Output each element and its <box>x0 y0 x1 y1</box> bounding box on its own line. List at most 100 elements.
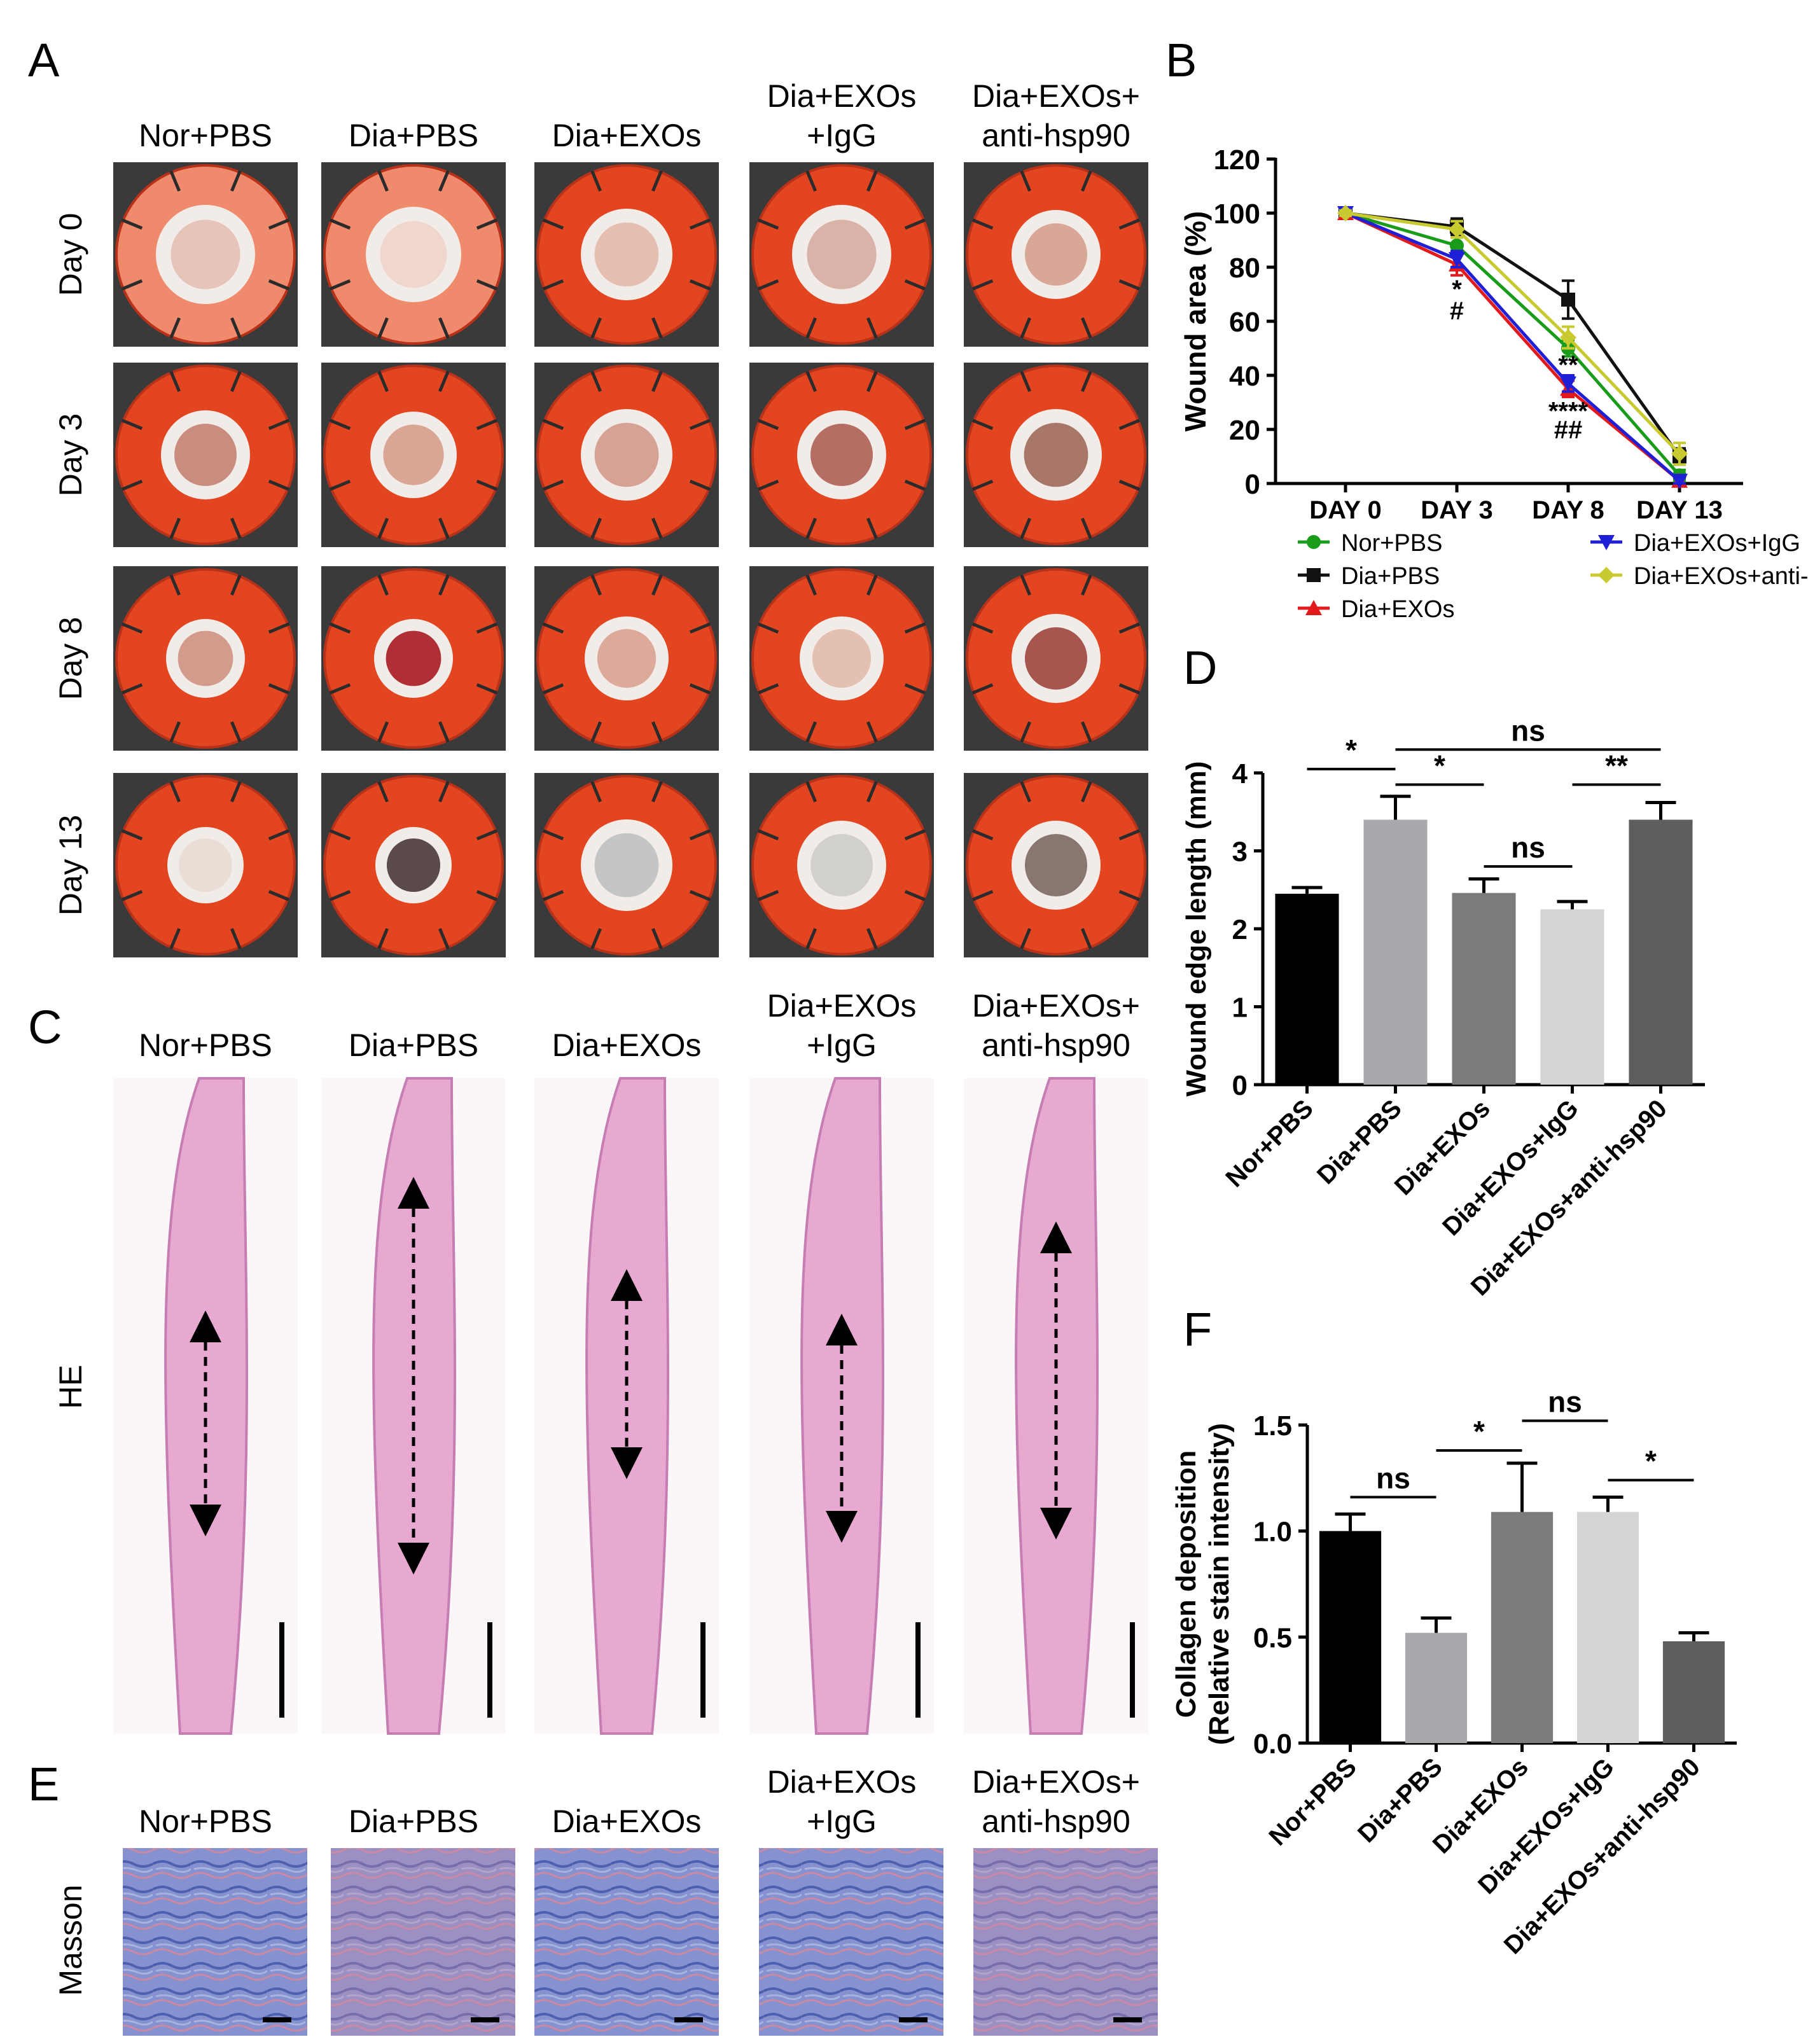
series-line <box>1345 211 1681 482</box>
data-point <box>1307 568 1321 582</box>
suture-stitch <box>651 317 663 339</box>
suture-stitch <box>1118 683 1141 695</box>
series-Dia+EXOs+IgG <box>1337 206 1688 489</box>
bar-Dia+EXOs+IgG <box>1540 909 1604 1085</box>
suture-stitch <box>476 279 498 291</box>
legend-label: Dia+PBS <box>1341 563 1440 590</box>
suture-stitch <box>904 829 926 840</box>
suture-stitch <box>866 721 878 743</box>
suture-stitch <box>971 683 994 695</box>
masson-red-overlay <box>973 1848 1158 2036</box>
suture-stitch <box>1081 170 1092 192</box>
wound-bed <box>1025 627 1087 690</box>
suture-stitch <box>805 574 817 596</box>
suture-stitch <box>689 419 711 430</box>
y-tick-label: 80 <box>1229 253 1260 284</box>
suture-stitch <box>651 721 663 743</box>
suture-stitch <box>1020 370 1031 393</box>
wound-photo-r1-c4 <box>749 162 934 347</box>
suture-stitch <box>904 890 926 901</box>
series-line <box>1345 211 1681 476</box>
series-line <box>1344 211 1681 482</box>
suture-stitch <box>971 829 994 840</box>
suture-stitch <box>971 622 994 634</box>
data-point <box>1337 205 1354 221</box>
suture-stitch <box>590 721 602 743</box>
wound-bed <box>174 424 237 486</box>
masson-section-2 <box>331 1848 515 2036</box>
wound-photo-r2-c1 <box>113 363 298 547</box>
panel-a-col-label-4: Dia+EXOs <box>767 78 917 114</box>
suture-stitch <box>866 170 878 192</box>
panel-a-column-labels: Nor+PBS Dia+PBS Dia+EXOs Dia+EXOs +IgG Dia+EX… <box>139 78 1140 153</box>
wound-bed <box>597 629 657 688</box>
suture-stitch <box>268 683 290 695</box>
bar-Nor+PBS <box>1319 1531 1382 1743</box>
he-tissue-strip <box>585 1077 669 1735</box>
data-point <box>1671 473 1688 489</box>
suture-stitch <box>438 574 450 596</box>
data-point <box>1307 535 1321 549</box>
suture-stitch <box>268 218 290 230</box>
series-line <box>1345 211 1681 455</box>
suture-stitch <box>757 279 779 291</box>
suture-stitch <box>438 317 450 339</box>
suture-stitch <box>377 370 389 393</box>
y-tick-label: 3 <box>1232 837 1248 868</box>
suture-stitch <box>866 317 878 339</box>
y-tick-label: 60 <box>1229 307 1260 338</box>
x-tick-label: DAY 3 <box>1421 496 1492 524</box>
panel-c-column-labels: Nor+PBS Dia+PBS Dia+EXOsDia+EXOs+IgGDia+EX… <box>139 988 1140 1063</box>
suture-stitch <box>476 829 498 840</box>
suture-stitch <box>438 370 450 393</box>
suture-stitch <box>1020 781 1031 803</box>
masson-section-4 <box>759 1848 943 2036</box>
legend-label: Nor+PBS <box>1341 530 1442 557</box>
suture-stitch <box>689 683 711 695</box>
data-point <box>1560 329 1576 346</box>
data-point <box>1449 252 1465 268</box>
wound-photo-r2-c4 <box>749 363 934 547</box>
panel-e-col-label-5: anti-hsp90 <box>982 1804 1130 1839</box>
panel-letter-e: E <box>28 1758 59 1811</box>
wound-bed <box>810 424 873 486</box>
legend-item: Dia+EXOs <box>1298 596 1454 623</box>
suture-stitch <box>377 721 389 743</box>
wound-bed <box>810 834 873 896</box>
suture-stitch <box>476 419 498 430</box>
suture-stitch <box>1081 370 1092 393</box>
panel-a: A Nor+PBS Dia+PBS Dia+EXOs Dia+EXOs +IgG Dia+… <box>28 34 1148 957</box>
suture-stitch <box>542 829 564 840</box>
suture-stitch <box>689 829 711 840</box>
y-tick-label: 20 <box>1229 415 1260 446</box>
legend-item: Dia+PBS <box>1298 563 1440 590</box>
wound-photo-r2-c5 <box>964 363 1148 547</box>
bar-Dia+EXOs+anti-hsp90 <box>1662 1641 1725 1743</box>
suture-stitch <box>268 419 290 430</box>
panel-e-col-label-5: Dia+EXOs+ <box>972 1764 1140 1800</box>
wound-photo-r1-c2 <box>321 162 506 347</box>
he-section-2 <box>321 1077 506 1735</box>
suture-stitch <box>1118 622 1141 634</box>
wound-photo-r1-c5 <box>964 162 1148 347</box>
x-tick-label: Dia+PBS <box>1312 1094 1407 1190</box>
y-tick-label: 4 <box>1232 758 1248 789</box>
suture-stitch <box>476 218 498 230</box>
suture-stitch <box>757 218 779 230</box>
significance-label: * <box>1645 1445 1657 1478</box>
suture-stitch <box>805 170 817 192</box>
he-section-3 <box>534 1077 719 1735</box>
panel-e-col-label-4: Dia+EXOs <box>767 1764 917 1800</box>
suture-stitch <box>329 890 351 901</box>
suture-stitch <box>866 781 878 803</box>
masson-section-3 <box>534 1848 719 2036</box>
legend: Nor+PBS Dia+PBS Dia+EXOs Dia+EXOs+IgG Dia+EX… <box>1298 530 1808 623</box>
suture-stitch <box>651 170 663 192</box>
wound-photo-r4-c5 <box>964 773 1148 957</box>
suture-stitch <box>590 170 602 192</box>
masson-section-5 <box>973 1848 1158 2036</box>
suture-stitch <box>377 317 389 339</box>
y-tick-label: 1.5 <box>1253 1410 1292 1442</box>
suture-stitch <box>904 279 926 291</box>
